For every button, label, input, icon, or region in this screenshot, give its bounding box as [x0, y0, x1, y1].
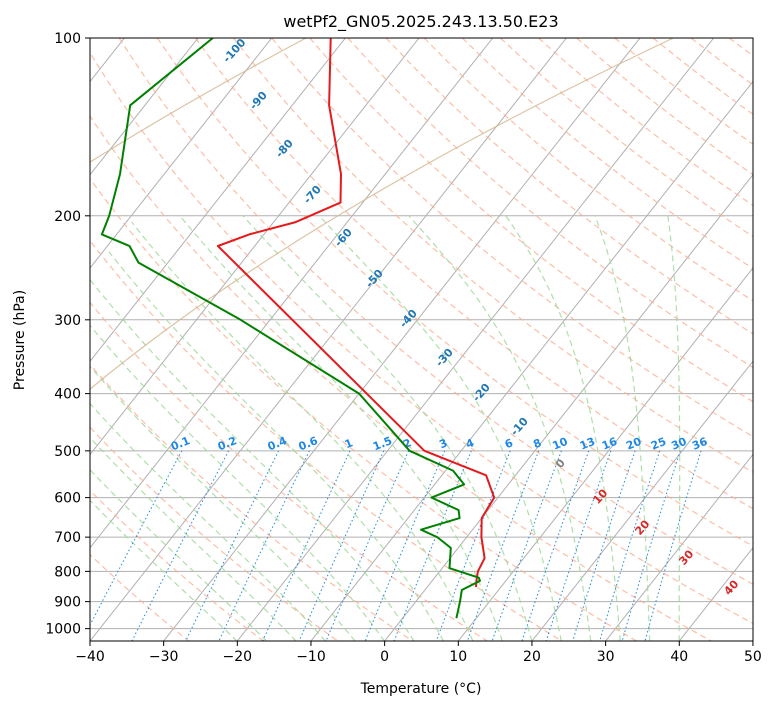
moist-adiabat-line: [90, 436, 297, 641]
x-axis: −40 −30 −20 −10 0 10 20 30 40 50: [75, 641, 762, 665]
dry-adiabat-line: [90, 426, 339, 641]
mixing-ratio-line: [218, 450, 310, 641]
x-tick-label: 20: [523, 649, 541, 665]
mixing-ratio-line: [621, 450, 681, 641]
mixing-ratio-line: [435, 450, 511, 641]
x-tick-label: 40: [670, 649, 688, 665]
y-tick-label: 500: [54, 444, 81, 460]
dry-adiabat-line: [90, 239, 563, 641]
x-axis-label: Temperature (°C): [360, 681, 482, 697]
dry-adiabat-line: [90, 51, 753, 625]
mixing-ratio-label: 13: [578, 435, 597, 453]
moist-adiabat-line: [90, 324, 385, 641]
mixing-ratio-label: 16: [600, 435, 619, 453]
moist-adiabat-line: [179, 215, 503, 641]
theta-e-line: [90, 38, 674, 390]
y-tick-label: 100: [54, 31, 81, 47]
isotherm-line: [90, 38, 273, 269]
moist-adiabat-line: [90, 402, 327, 641]
dry-adiabat-line: [90, 301, 488, 641]
y-tick-label: 200: [54, 209, 81, 225]
dry-adiabat-line: [156, 38, 753, 547]
mixing-ratio-line: [644, 450, 702, 641]
moist-adiabat-line: [242, 215, 533, 641]
y-tick-label: 400: [54, 387, 81, 403]
y-tick-label: 900: [54, 595, 81, 611]
dry-adiabat-line: [90, 115, 712, 641]
isotherm-line: [90, 38, 420, 456]
dry-adiabat-line: [271, 38, 753, 438]
mixing-ratio-line: [185, 450, 280, 641]
mixing-ratio-label: 30: [669, 435, 688, 453]
isotherm-line: [384, 173, 753, 641]
moist-adiabat-line: [594, 215, 651, 641]
x-tick-label: −30: [149, 649, 179, 665]
mixing-ratio-label: 3: [437, 436, 449, 451]
mixing-ratio-label: 20: [624, 435, 643, 453]
mixing-ratio-label: 8: [531, 436, 543, 451]
moist-adiabat-line: [90, 365, 356, 641]
dewpoint-line: [100, 38, 481, 619]
isotherm-line: [310, 80, 753, 641]
isotherm-line: [163, 38, 641, 641]
moist-adiabat-line: [505, 215, 621, 641]
moist-adiabat-line: [131, 221, 474, 641]
mixing-ratio-label: 36: [690, 435, 709, 453]
mixing-ratio-line: [90, 450, 183, 627]
mixing-ratio-label: 1: [343, 436, 355, 451]
moist-adiabat-line: [90, 499, 238, 641]
x-tick-label: 10: [449, 649, 467, 665]
chart-title: wetPf2_GN05.2025.243.13.50.E23: [283, 12, 558, 32]
y-tick-label: 700: [54, 530, 81, 546]
isotherm-line: [236, 38, 715, 641]
temperature-line: [216, 38, 496, 588]
plot-frame: [89, 37, 754, 642]
x-tick-label: 50: [744, 649, 762, 665]
y-tick-label: 600: [54, 491, 81, 507]
dry-adiabat-line: [233, 38, 753, 474]
isotherm-line: [90, 38, 567, 641]
moist-adiabat-line: [90, 469, 268, 641]
y-tick-label: 300: [54, 313, 81, 329]
mixing-ratio-line: [131, 450, 230, 641]
y-tick-label: 1000: [45, 622, 81, 638]
x-tick-label: 0: [380, 649, 389, 665]
isotherm-line: [90, 38, 346, 363]
moist-adiabat-line: [318, 215, 562, 641]
dry-adiabat-line: [194, 38, 753, 510]
dry-adiabat-line: [90, 177, 638, 641]
moist-adiabat-line: [90, 278, 415, 641]
isotherm-line: [90, 38, 494, 549]
mixing-ratio-label: 10: [551, 435, 570, 453]
mixing-ratio-line: [364, 450, 446, 641]
mixing-ratio-line: [545, 450, 612, 641]
mixing-ratio-line: [521, 450, 590, 641]
x-tick-label: −20: [223, 649, 253, 665]
x-tick-label: 30: [597, 649, 615, 665]
x-tick-label: −40: [75, 649, 105, 665]
background-lines: [90, 38, 753, 641]
moist-adiabat-line: [108, 251, 444, 641]
mixing-ratio-line: [393, 450, 472, 641]
theta-e-line: [90, 38, 307, 163]
moist-adiabat-line: [667, 215, 681, 641]
mixing-ratio-line: [466, 450, 540, 641]
y-axis-label: Pressure (hPa): [12, 290, 28, 390]
y-axis: 100 200 300 400 500 600 700 800 900 1000: [45, 31, 90, 638]
isotherm-line: [605, 453, 753, 641]
mixing-ratio-label: 25: [649, 435, 668, 453]
x-tick-label: −10: [296, 649, 326, 665]
y-tick-label: 800: [54, 564, 81, 580]
profile-lines: [100, 38, 496, 619]
mixing-ratio-label: 2: [401, 436, 413, 451]
dry-adiabat-line: [118, 38, 753, 585]
isotherm-line: [90, 38, 199, 176]
